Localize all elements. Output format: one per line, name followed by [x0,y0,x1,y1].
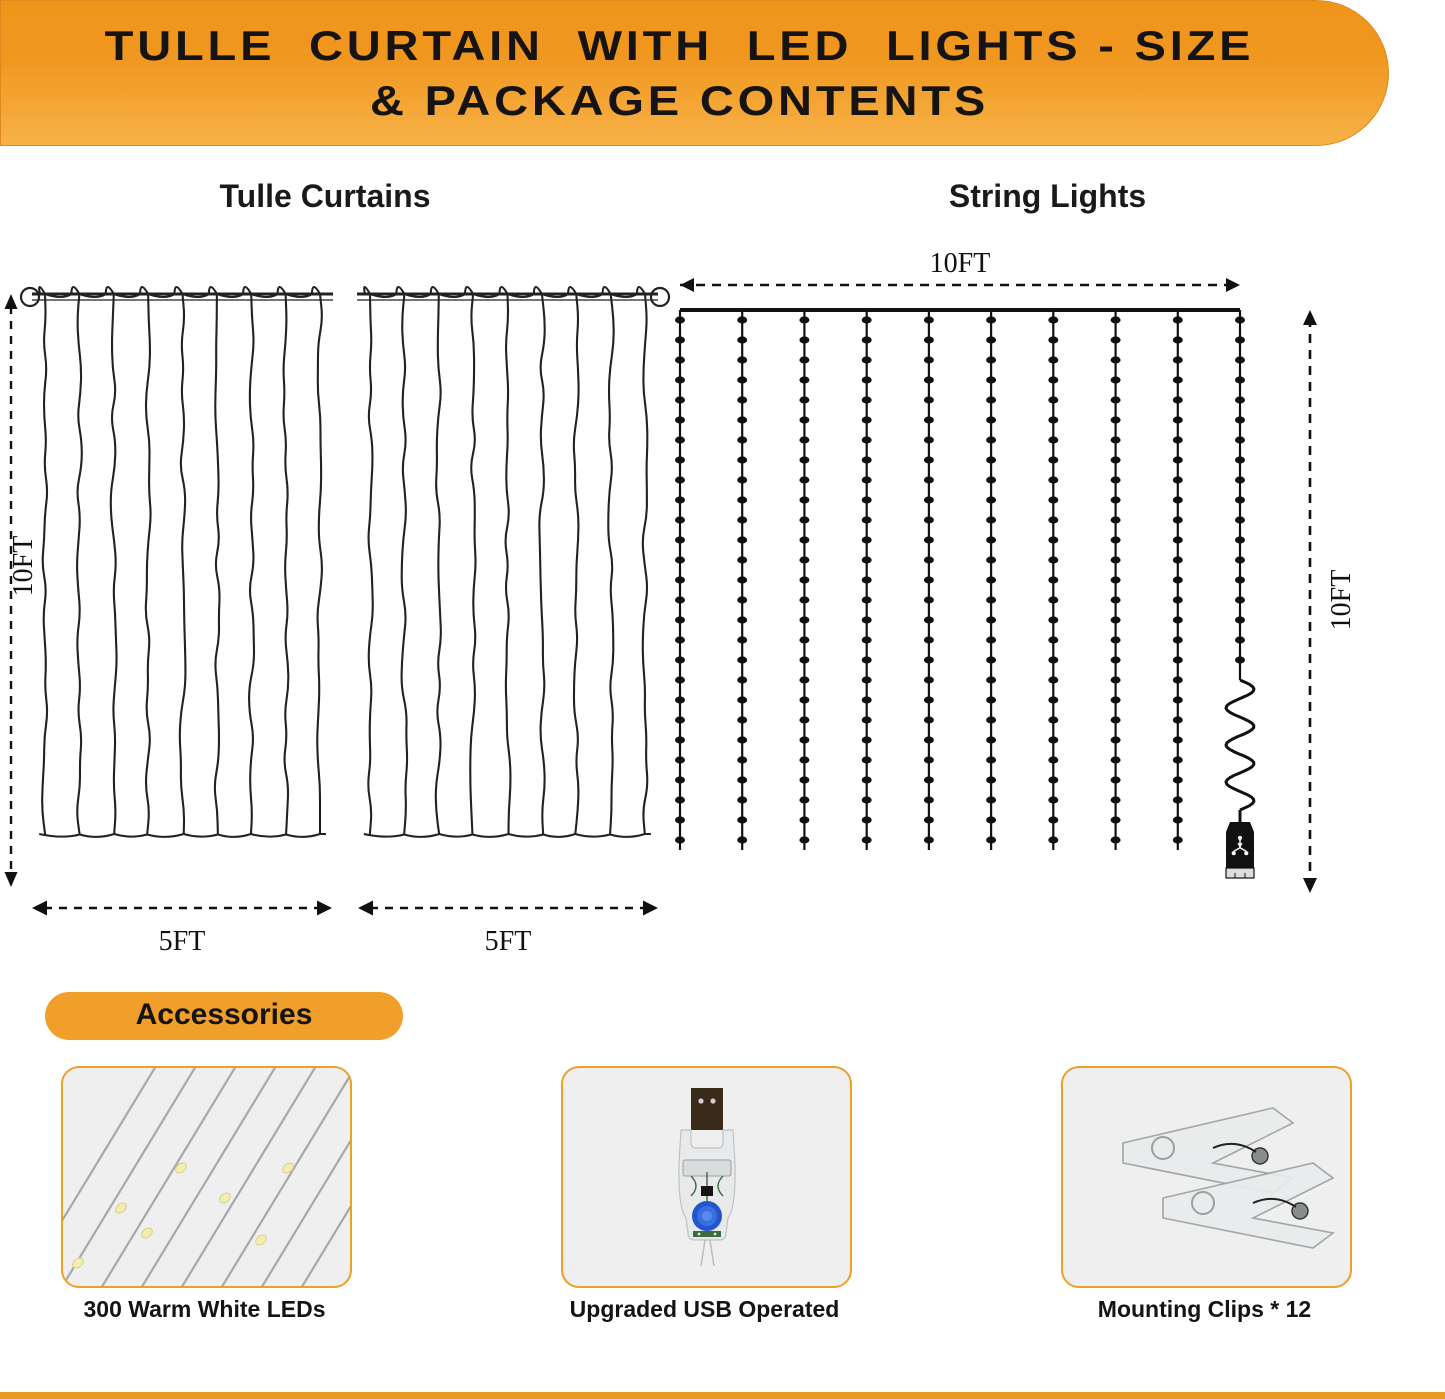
svg-text:5FT: 5FT [485,926,532,957]
svg-text:10FT: 10FT [930,248,991,279]
svg-text:5FT: 5FT [159,926,206,957]
svg-text:10FT: 10FT [1326,570,1357,631]
